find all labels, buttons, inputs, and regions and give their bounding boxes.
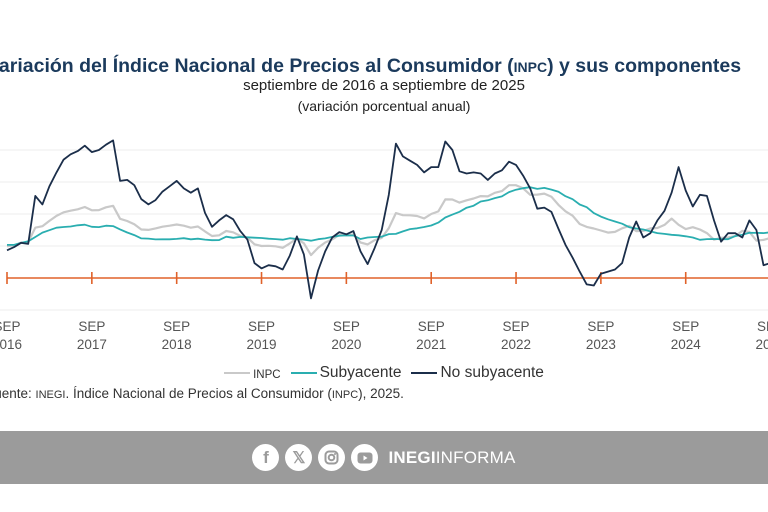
legend: INPC Subyacente No subyacente [0, 364, 768, 382]
chart-title: Variación del Índice Nacional de Precios… [0, 55, 742, 77]
x-tick-label-month: SEP [0, 319, 21, 334]
x-tick-label-year: 2025 [756, 337, 768, 352]
legend-swatch [290, 372, 317, 374]
youtube-icon[interactable] [351, 444, 379, 471]
x-tick-label-year: 2020 [331, 337, 361, 352]
legend-label: Subyacente [319, 364, 402, 381]
legend-label: No subyacente [440, 364, 544, 381]
subyacente-line [7, 186, 768, 246]
chart-unit: (variación porcentual anual) [297, 98, 471, 114]
legend-item-subyacente: Subyacente [290, 364, 402, 382]
x-tick-label-year: 2016 [0, 337, 22, 352]
legend-label: INPC [253, 369, 281, 381]
x-tick-label-month: SEP [78, 319, 105, 334]
x-tick-label-month: SEP [333, 319, 360, 334]
x-tick-label-month: SEP [503, 319, 530, 334]
source-note: Fuente: INEGI. Índice Nacional de Precio… [0, 386, 404, 401]
x-tick-label-year: 2022 [501, 337, 531, 352]
instagram-icon[interactable] [318, 444, 346, 471]
legend-item-no-subyacente: No subyacente [411, 364, 544, 382]
x-tick-label-year: 2019 [246, 337, 276, 352]
x-tick-label-month: SEP [163, 319, 190, 334]
chart-subtitle: septiembre de 2016 a septiembre de 2025 [243, 77, 525, 94]
facebook-icon[interactable]: f [252, 444, 280, 471]
x-tick-label-year: 2017 [77, 337, 107, 352]
x-tick-label-month: SEP [587, 319, 614, 334]
footer-bar: f 𝕏 INEGIINFORMA [0, 431, 768, 484]
brand-inegi-informa[interactable]: INEGIINFORMA [388, 447, 516, 467]
legend-swatch [411, 372, 438, 374]
x-tick-label-year: 2018 [162, 337, 192, 352]
x-tick-label-month: SEP [672, 319, 699, 334]
x-tick-label-month: SEP [418, 319, 445, 334]
x-tick-label-year: 2024 [671, 337, 702, 352]
x-icon[interactable]: 𝕏 [285, 444, 313, 471]
x-tick-label-month: SEP [248, 319, 275, 334]
x-tick-label-year: 2021 [416, 337, 446, 352]
x-tick-label-month: SEP [757, 319, 768, 334]
no-subyacente-line [6, 139, 768, 300]
line-chart: SEP 2016 SEP 2017 SEP 2018 SEP 2019 SEP 2020 SEP 20… [0, 139, 768, 352]
legend-swatch [224, 372, 251, 374]
inpc-line [6, 184, 768, 257]
x-tick-label-year: 2023 [586, 337, 616, 352]
legend-item-inpc: INPC [224, 365, 281, 381]
